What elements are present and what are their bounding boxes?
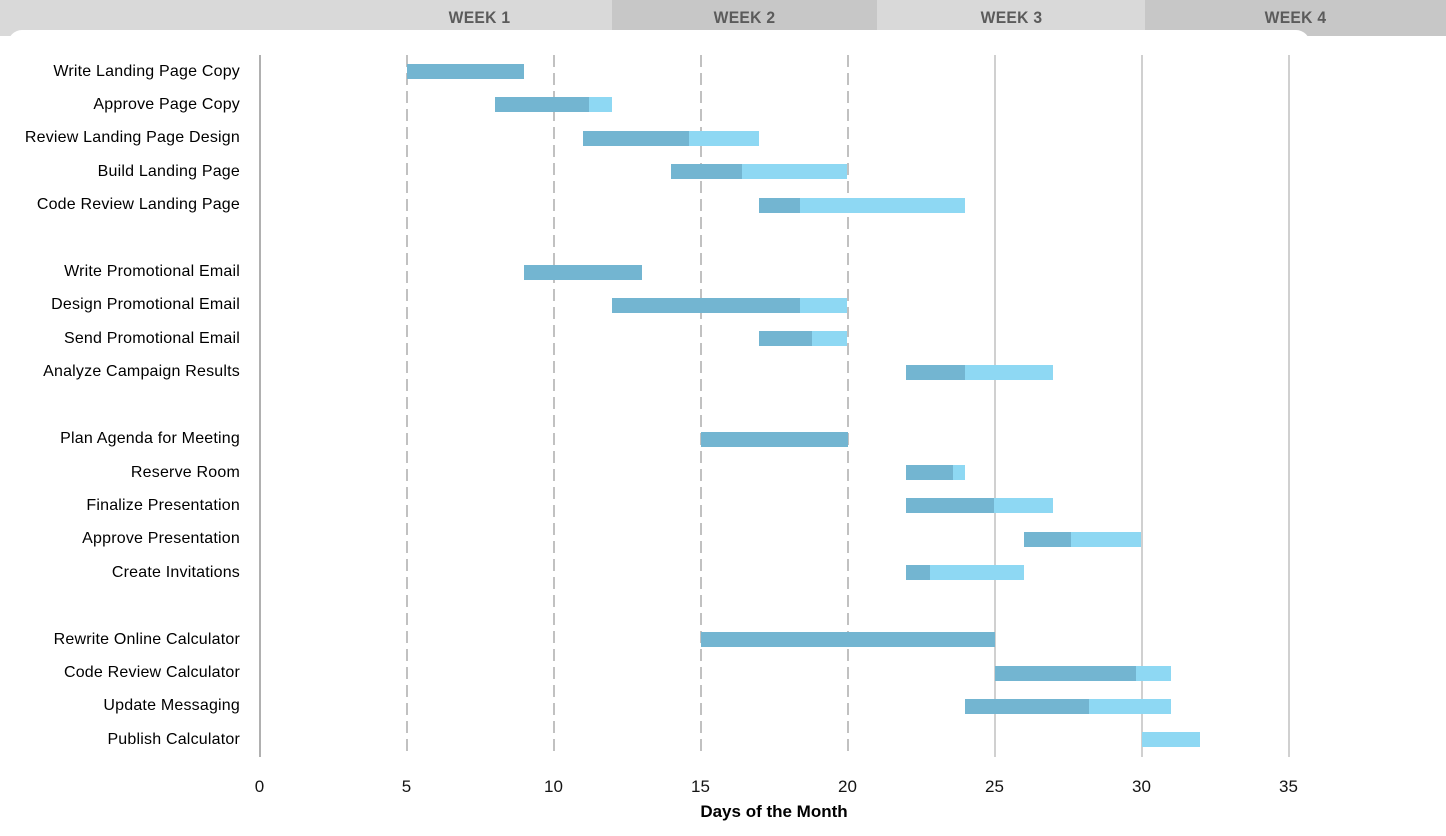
bar-remaining-segment: [812, 331, 848, 347]
task-label: Approve Page Copy: [93, 95, 240, 113]
task-label: Update Messaging: [103, 697, 240, 715]
task-label: Review Landing Page Design: [24, 129, 240, 147]
task-label: Design Promotional Email: [51, 296, 240, 314]
gantt-bar: [406, 64, 525, 79]
gantt-bar: [494, 97, 613, 113]
gantt-bar: [671, 164, 848, 180]
bar-complete-segment: [582, 130, 689, 146]
gridline-day-35: [1287, 55, 1290, 757]
bar-remaining-segment: [588, 97, 613, 113]
task-label: Publish Calculator: [107, 730, 240, 748]
gantt-bar: [906, 364, 1054, 380]
bar-complete-segment: [494, 97, 589, 113]
week-2-label: WEEK 2: [713, 8, 776, 27]
task-label: Send Promotional Email: [63, 329, 240, 347]
gantt-bar: [906, 565, 1024, 581]
task-label: Approve Presentation: [82, 530, 240, 548]
x-tick-label-15: 15: [691, 777, 710, 796]
bar-complete-segment: [1023, 531, 1071, 547]
gantt-bar: [582, 130, 760, 146]
task-label: Create Invitations: [111, 563, 240, 581]
gantt-bar: [524, 264, 642, 280]
gantt-bar: [906, 498, 1054, 514]
bar-remaining-segment: [994, 498, 1054, 514]
bar-remaining-segment: [1141, 732, 1201, 748]
bar-complete-segment: [700, 632, 995, 648]
task-label: Analyze Campaign Results: [43, 363, 240, 381]
x-tick-label-30: 30: [1132, 777, 1151, 796]
bar-remaining-segment: [688, 130, 760, 146]
bar-complete-segment: [994, 665, 1136, 681]
bar-complete-segment: [406, 64, 525, 79]
gantt-bar: [965, 698, 1171, 714]
bar-complete-segment: [524, 264, 642, 280]
bar-remaining-segment: [741, 164, 848, 180]
gantt-bar: [1141, 732, 1201, 748]
x-tick-label-20: 20: [838, 777, 857, 796]
task-label: Rewrite Online Calculator: [53, 630, 240, 648]
week-1-label: WEEK 1: [448, 8, 510, 27]
week-4-label: WEEK 4: [1264, 8, 1327, 27]
gantt-bar: [700, 431, 848, 447]
gridline-day-25: [993, 55, 996, 757]
gantt-bar: [906, 465, 966, 481]
bar-remaining-segment: [953, 465, 966, 481]
bar-complete-segment: [671, 164, 742, 180]
bar-complete-segment: [906, 498, 995, 514]
task-label: Write Landing Page Copy: [53, 62, 240, 80]
gantt-bar: [759, 331, 848, 347]
bar-complete-segment: [906, 364, 966, 380]
x-tick-label-25: 25: [985, 777, 1004, 796]
bar-complete-segment: [906, 465, 954, 481]
bar-complete-segment: [906, 565, 930, 581]
task-label: Reserve Room: [130, 463, 240, 481]
task-label: Code Review Landing Page: [36, 196, 240, 214]
gantt-bar: [700, 632, 995, 648]
x-tick-label-10: 10: [544, 777, 563, 796]
task-label: Plan Agenda for Meeting: [60, 430, 240, 448]
x-tick-label-0: 0: [254, 777, 265, 796]
gridline-day-30: [1140, 55, 1143, 757]
bar-complete-segment: [700, 431, 848, 447]
gridline-day-10: [552, 55, 555, 757]
task-label: Build Landing Page: [97, 162, 240, 180]
bar-remaining-segment: [929, 565, 1024, 581]
gridline-day-20: [846, 55, 849, 757]
bar-remaining-segment: [1135, 665, 1171, 681]
bar-complete-segment: [965, 698, 1089, 714]
x-tick-label-35: 35: [1279, 777, 1298, 796]
bar-remaining-segment: [1088, 698, 1171, 714]
x-tick-label-5: 5: [401, 777, 412, 796]
x-axis-title: Days of the Month: [700, 802, 848, 821]
bar-complete-segment: [612, 297, 801, 313]
bar-remaining-segment: [1070, 531, 1142, 547]
bar-complete-segment: [759, 197, 801, 213]
gantt-bar: [612, 297, 848, 313]
bar-remaining-segment: [800, 297, 848, 313]
bar-remaining-segment: [965, 364, 1054, 380]
gridline-day-5: [405, 55, 408, 757]
gridline-day-0: [258, 55, 261, 757]
gantt-bar: [994, 665, 1171, 681]
bar-complete-segment: [759, 331, 813, 347]
gantt-bar: [759, 197, 966, 213]
bar-remaining-segment: [800, 197, 966, 213]
week-3-label: WEEK 3: [980, 8, 1042, 27]
gantt-bar: [1023, 531, 1142, 547]
task-label: Finalize Presentation: [86, 496, 240, 514]
gridline-day-15: [699, 55, 702, 757]
task-label: Write Promotional Email: [64, 263, 240, 281]
task-label: Code Review Calculator: [63, 664, 240, 682]
